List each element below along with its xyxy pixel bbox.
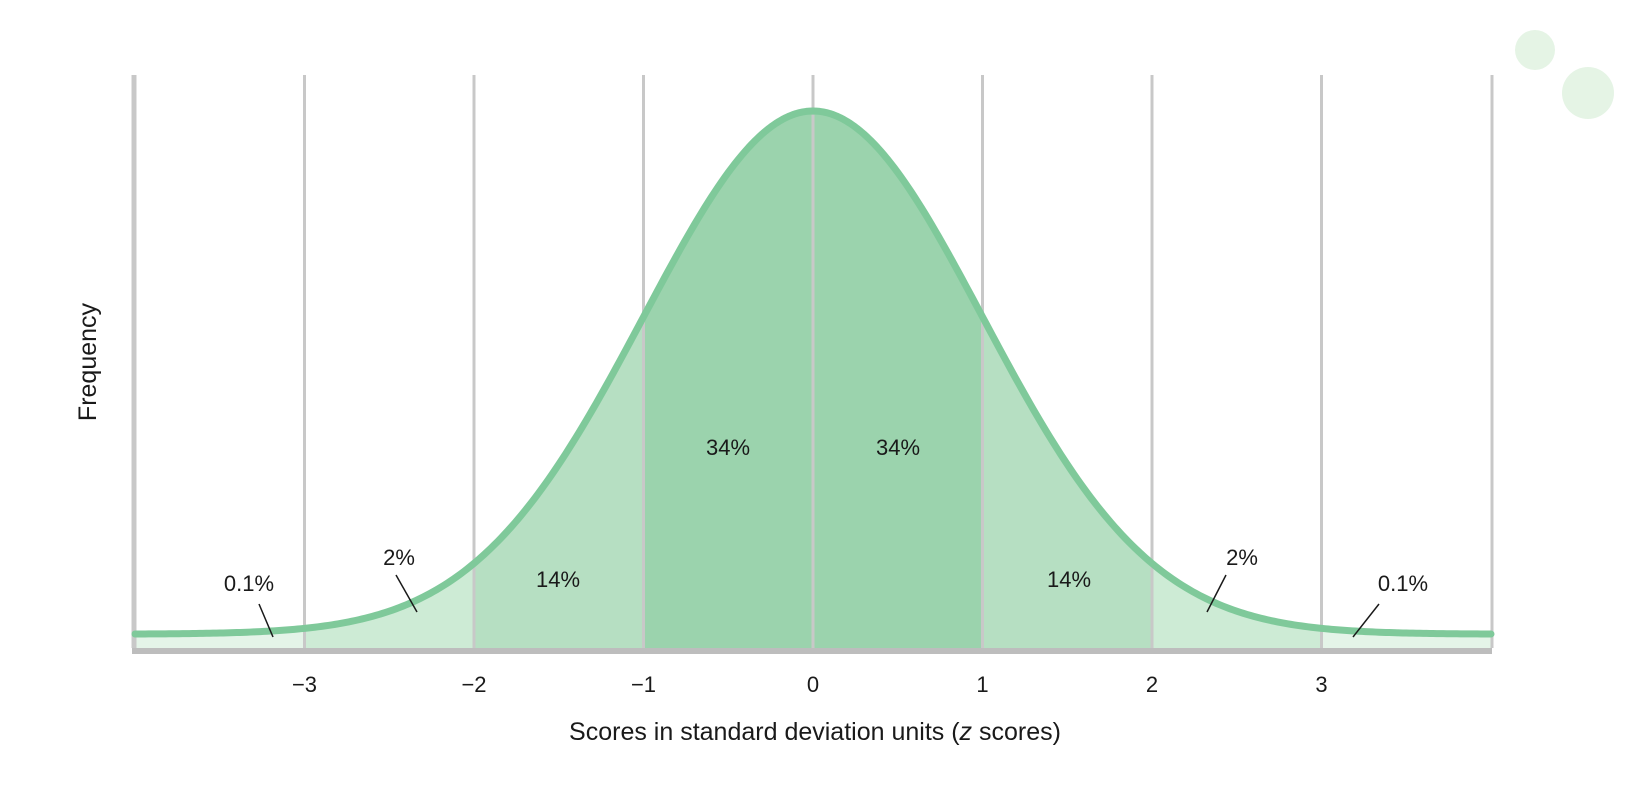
region-6 [1152, 563, 1322, 648]
percent-label: 14% [536, 567, 580, 592]
region-1 [304, 563, 474, 648]
normal-curve [131, 107, 1495, 638]
x-axis-title-part-2: scores) [972, 718, 1061, 746]
percent-label: 34% [876, 435, 920, 460]
leader-line [1352, 603, 1380, 638]
x-axis-title-part-1: Scores in standard deviation units ( [569, 718, 960, 746]
percent-label: 34% [706, 435, 750, 460]
percent-label: 14% [1047, 567, 1091, 592]
curve-layer [131, 107, 1495, 638]
x-tick-label: 3 [1315, 672, 1327, 697]
decor-circle [1515, 30, 1555, 70]
grid-lines [131, 75, 1494, 648]
x-tick-label: 0 [807, 672, 819, 697]
decor-circle [1562, 67, 1614, 119]
x-tick-labels: −3 −2 −1 0 1 2 3 [292, 672, 1328, 697]
percent-label: 2% [1226, 545, 1258, 570]
label-leader-lines [258, 574, 1380, 638]
x-axis-title: Scores in standard deviation units (z sc… [569, 718, 1061, 746]
y-axis-title: Frequency [74, 302, 102, 421]
decorative-circles [1515, 30, 1614, 119]
leader-line [1206, 574, 1227, 613]
leader-line [258, 603, 274, 638]
x-tick-label: 1 [976, 672, 988, 697]
leader-line [395, 574, 418, 613]
region-4 [813, 111, 983, 648]
x-axis-title-z: z [959, 718, 973, 746]
x-tick-label: −1 [631, 672, 656, 697]
percent-label: 0.1% [1378, 571, 1428, 596]
region-3 [643, 111, 813, 648]
x-tick-label: −3 [292, 672, 317, 697]
x-tick-label: 2 [1146, 672, 1158, 697]
percent-labels: 0.1% 2% 14% 34% 34% 14% 2% 0.1% [224, 435, 1428, 596]
percent-label: 0.1% [224, 571, 274, 596]
percent-label: 2% [383, 545, 415, 570]
x-tick-label: −2 [461, 672, 486, 697]
